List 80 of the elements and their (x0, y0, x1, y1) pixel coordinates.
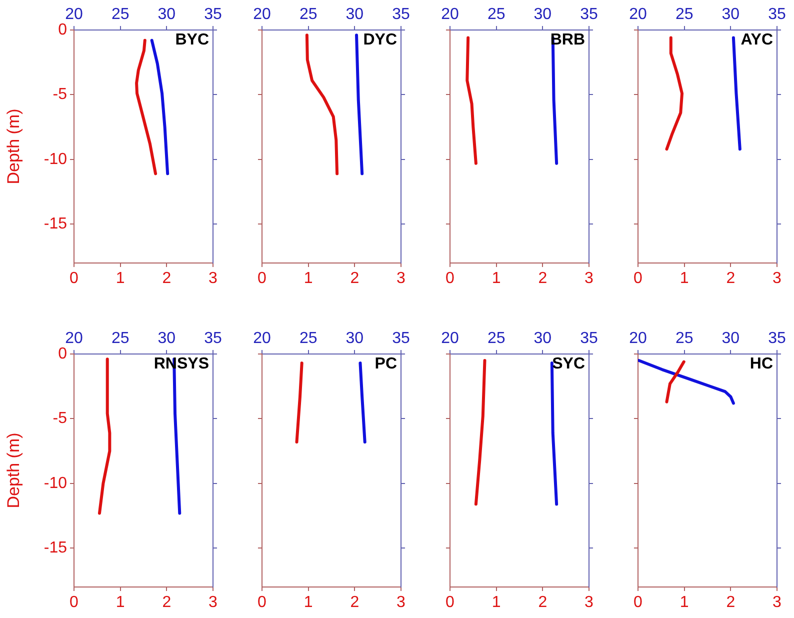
x2-tick-label: 35 (392, 330, 410, 347)
chart-title: BYC (175, 31, 210, 48)
chart-title: AYC (740, 31, 774, 48)
x-tick-label: 1 (304, 594, 313, 612)
x-tick-label: 0 (446, 594, 455, 612)
x-tick-label: 2 (162, 270, 172, 288)
y-tick-label: -15 (44, 540, 68, 557)
y-axis-title: Depth (m) (4, 432, 23, 508)
y-tick-label: -15 (44, 216, 68, 233)
x-tick-label: 0 (634, 594, 643, 612)
x2-tick-label: 30 (346, 6, 364, 23)
x-tick-label: 3 (772, 594, 782, 612)
x2-tick-label: 20 (629, 330, 647, 347)
x-tick-label: 3 (396, 594, 406, 612)
x-tick-label: 2 (538, 270, 548, 288)
x-tick-label: 3 (396, 270, 406, 288)
x-tick-label: 0 (70, 270, 79, 288)
y-tick-label: 0 (58, 345, 68, 362)
chart-title: SYC (552, 355, 586, 372)
x2-tick-label: 30 (158, 6, 176, 23)
x-tick-label: 2 (350, 270, 360, 288)
x2-tick-label: 25 (487, 6, 506, 23)
y-tick-label: -10 (44, 474, 68, 492)
x-tick-label: 2 (726, 594, 736, 612)
x-tick-label: 1 (492, 270, 501, 288)
x-tick-label: 3 (208, 594, 218, 612)
x2-tick-label: 35 (580, 6, 598, 23)
x-tick-label: 1 (680, 594, 689, 612)
x2-tick-label: 25 (111, 6, 130, 23)
x-tick-label: 0 (258, 270, 267, 288)
x-tick-label: 1 (680, 270, 689, 288)
x2-tick-label: 25 (487, 330, 506, 347)
x-tick-label: 1 (116, 594, 125, 612)
x2-tick-label: 35 (392, 6, 410, 23)
x-tick-label: 0 (258, 594, 267, 612)
x-tick-label: 1 (304, 270, 313, 288)
x-tick-label: 1 (116, 270, 125, 288)
x2-tick-label: 30 (346, 330, 364, 347)
x2-tick-label: 20 (65, 330, 83, 347)
x2-tick-label: 20 (253, 6, 271, 23)
x2-tick-label: 35 (204, 6, 222, 23)
x-tick-label: 3 (584, 270, 594, 288)
y-tick-label: -5 (52, 86, 68, 104)
x2-tick-label: 20 (441, 6, 459, 23)
x2-tick-label: 20 (441, 330, 459, 347)
x2-tick-label: 35 (204, 330, 222, 347)
x-tick-label: 3 (208, 270, 218, 288)
x2-tick-label: 20 (629, 6, 647, 23)
x-tick-label: 0 (446, 270, 455, 288)
chart-title: PC (374, 355, 398, 372)
x-tick-label: 3 (584, 594, 594, 612)
x-tick-label: 0 (634, 270, 643, 288)
x2-tick-label: 30 (722, 6, 740, 23)
x-tick-label: 2 (726, 270, 736, 288)
x2-tick-label: 30 (722, 330, 740, 347)
x2-tick-label: 35 (580, 330, 598, 347)
x2-tick-label: 35 (768, 330, 786, 347)
x2-tick-label: 25 (675, 6, 694, 23)
chart-title: DYC (363, 31, 398, 48)
x-tick-label: 0 (70, 594, 79, 612)
x2-tick-label: 20 (65, 6, 83, 23)
x2-tick-label: 30 (534, 330, 552, 347)
x2-tick-label: 25 (299, 6, 318, 23)
x2-tick-label: 20 (253, 330, 271, 347)
x2-tick-label: 25 (299, 330, 318, 347)
x2-tick-label: 25 (111, 330, 130, 347)
x-tick-label: 3 (772, 270, 782, 288)
y-tick-label: -10 (44, 150, 68, 168)
y-axis-title: Depth (m) (4, 108, 23, 184)
x2-tick-label: 35 (768, 6, 786, 23)
x-tick-label: 2 (162, 594, 172, 612)
x2-tick-label: 30 (158, 330, 176, 347)
chart-title: HC (750, 355, 774, 372)
x2-tick-label: 30 (534, 6, 552, 23)
x-tick-label: 1 (492, 594, 501, 612)
x-tick-label: 2 (350, 594, 360, 612)
y-tick-label: -5 (52, 410, 68, 428)
x-tick-label: 2 (538, 594, 548, 612)
x2-tick-label: 25 (675, 330, 694, 347)
y-tick-label: 0 (58, 21, 68, 38)
